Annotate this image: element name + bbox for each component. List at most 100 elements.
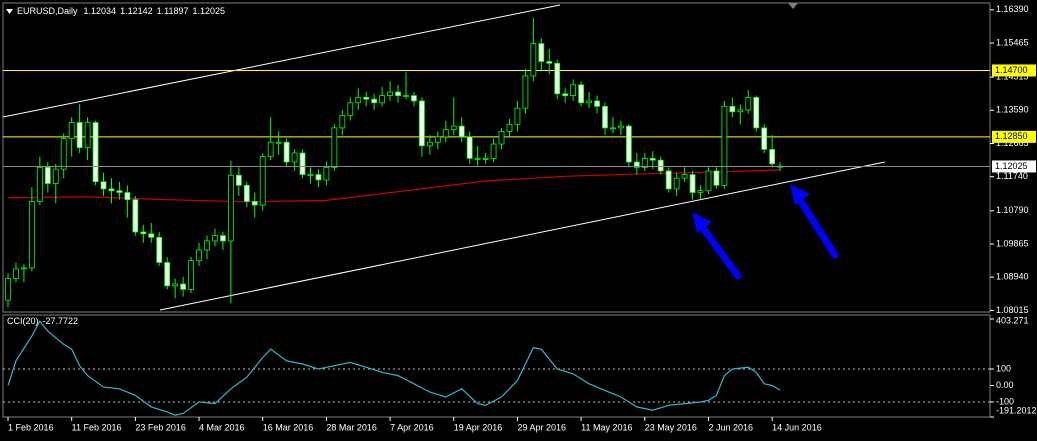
candle-body [546,61,553,64]
arrow [790,184,839,259]
x-tick-label: 1 Feb 2016 [8,422,54,432]
x-tick-label: 11 May 2016 [581,422,632,432]
candle-body [275,141,282,144]
candle-body [172,283,179,287]
candle-body [331,127,338,168]
y-tick-label: 1.10790 [996,205,1029,215]
candle-body [594,100,600,107]
candle-body [769,149,776,165]
candle-body [737,109,744,113]
channel-lower [159,161,886,311]
candle-body [36,166,43,202]
candle-body [434,136,441,143]
candle-body [657,159,664,172]
candle-body [212,235,218,242]
candle-body [371,98,378,104]
price-label: 1.14700 [995,65,1028,75]
candle-body [602,105,608,129]
candle-body [21,267,27,270]
candle-body [673,177,680,190]
candle-body [522,75,529,109]
candle-body [411,95,417,102]
candle-body [28,201,35,269]
x-tick-label: 23 Feb 2016 [135,422,186,432]
cci-line [7,320,781,416]
price-label-box [992,130,1036,143]
candle-body [92,122,99,183]
menu-triangle [6,9,13,14]
candle-body [649,157,656,161]
candle-body [283,141,290,163]
candle-body [530,43,537,77]
candle-body [315,174,322,181]
candle-body [442,129,449,138]
candle-body [132,199,139,233]
candle-body [713,170,720,186]
price-label-box [992,64,1036,77]
cci-y-tick-label: 0.00 [996,380,1014,390]
cci-y-tick-label: 100 [996,363,1011,373]
arrow [692,212,742,280]
ohlc-value: 1.12142 [120,6,153,16]
candle-body [665,170,672,190]
candle-body [450,125,457,131]
candle-body [466,136,473,159]
y-tick-label: 1.12665 [996,138,1029,148]
candle-body [753,96,760,129]
candle-body [251,201,258,206]
y-tick-label: 1.08015 [996,305,1029,315]
x-tick-label: 29 Apr 2016 [517,422,566,432]
candle-body [697,190,704,193]
candle-body [562,93,569,96]
candle-body [395,91,401,96]
candle-body [347,102,354,116]
candle-body [235,174,242,186]
candle-body [196,249,202,262]
candle-body [60,138,67,170]
x-tick-label: 19 Apr 2016 [454,422,503,432]
candle-body [745,96,752,111]
y-tick-label: 1.08940 [996,272,1029,282]
candle-body [76,122,83,149]
cci-name: CCI(20) [7,316,39,326]
candle-body [419,100,425,147]
price-label: 1.12025 [995,161,1028,171]
candle-body [426,141,433,147]
chart-header: EURUSD,Daily 1.12034 1.12142 1.11897 1.12025 [17,6,225,16]
cci-y-tick-label: -191.2012 [996,405,1037,415]
candle-body [363,96,370,100]
x-tick-label: 23 May 2016 [645,422,697,432]
channel-upper [2,4,561,118]
candle-body [164,262,171,287]
candle-body [729,105,736,113]
shift-marker [788,3,798,9]
candle-body [13,268,19,280]
candle-body [355,96,362,104]
candle-body [586,100,592,104]
x-tick-label: 7 Apr 2016 [390,422,434,432]
price-label-box [992,160,1036,173]
cci-value: -27.7722 [43,316,79,326]
ohlc-value: 1.12025 [192,6,225,16]
candle-body [259,156,266,206]
x-tick-label: 28 Mar 2016 [326,422,377,432]
candle-body [641,157,648,168]
candle-body [387,91,393,96]
candle-body [227,174,234,242]
candle-body [44,166,51,184]
cci-header: CCI(20) -27.7722 [7,316,78,326]
candle-body [618,125,624,129]
candle-body [307,174,314,176]
candle-body [721,105,728,186]
candle-body [299,152,306,175]
candle-body [490,143,497,159]
candle-body [379,95,386,104]
y-tick-label: 1.15465 [996,37,1029,47]
candle-body [148,233,155,238]
candle-body [339,114,346,129]
candle-body [267,141,274,158]
candle-body [180,283,187,290]
cci-y-tick-label: 403.271 [996,315,1029,325]
candle-body [689,174,696,193]
x-tick-label: 16 Mar 2016 [263,422,314,432]
